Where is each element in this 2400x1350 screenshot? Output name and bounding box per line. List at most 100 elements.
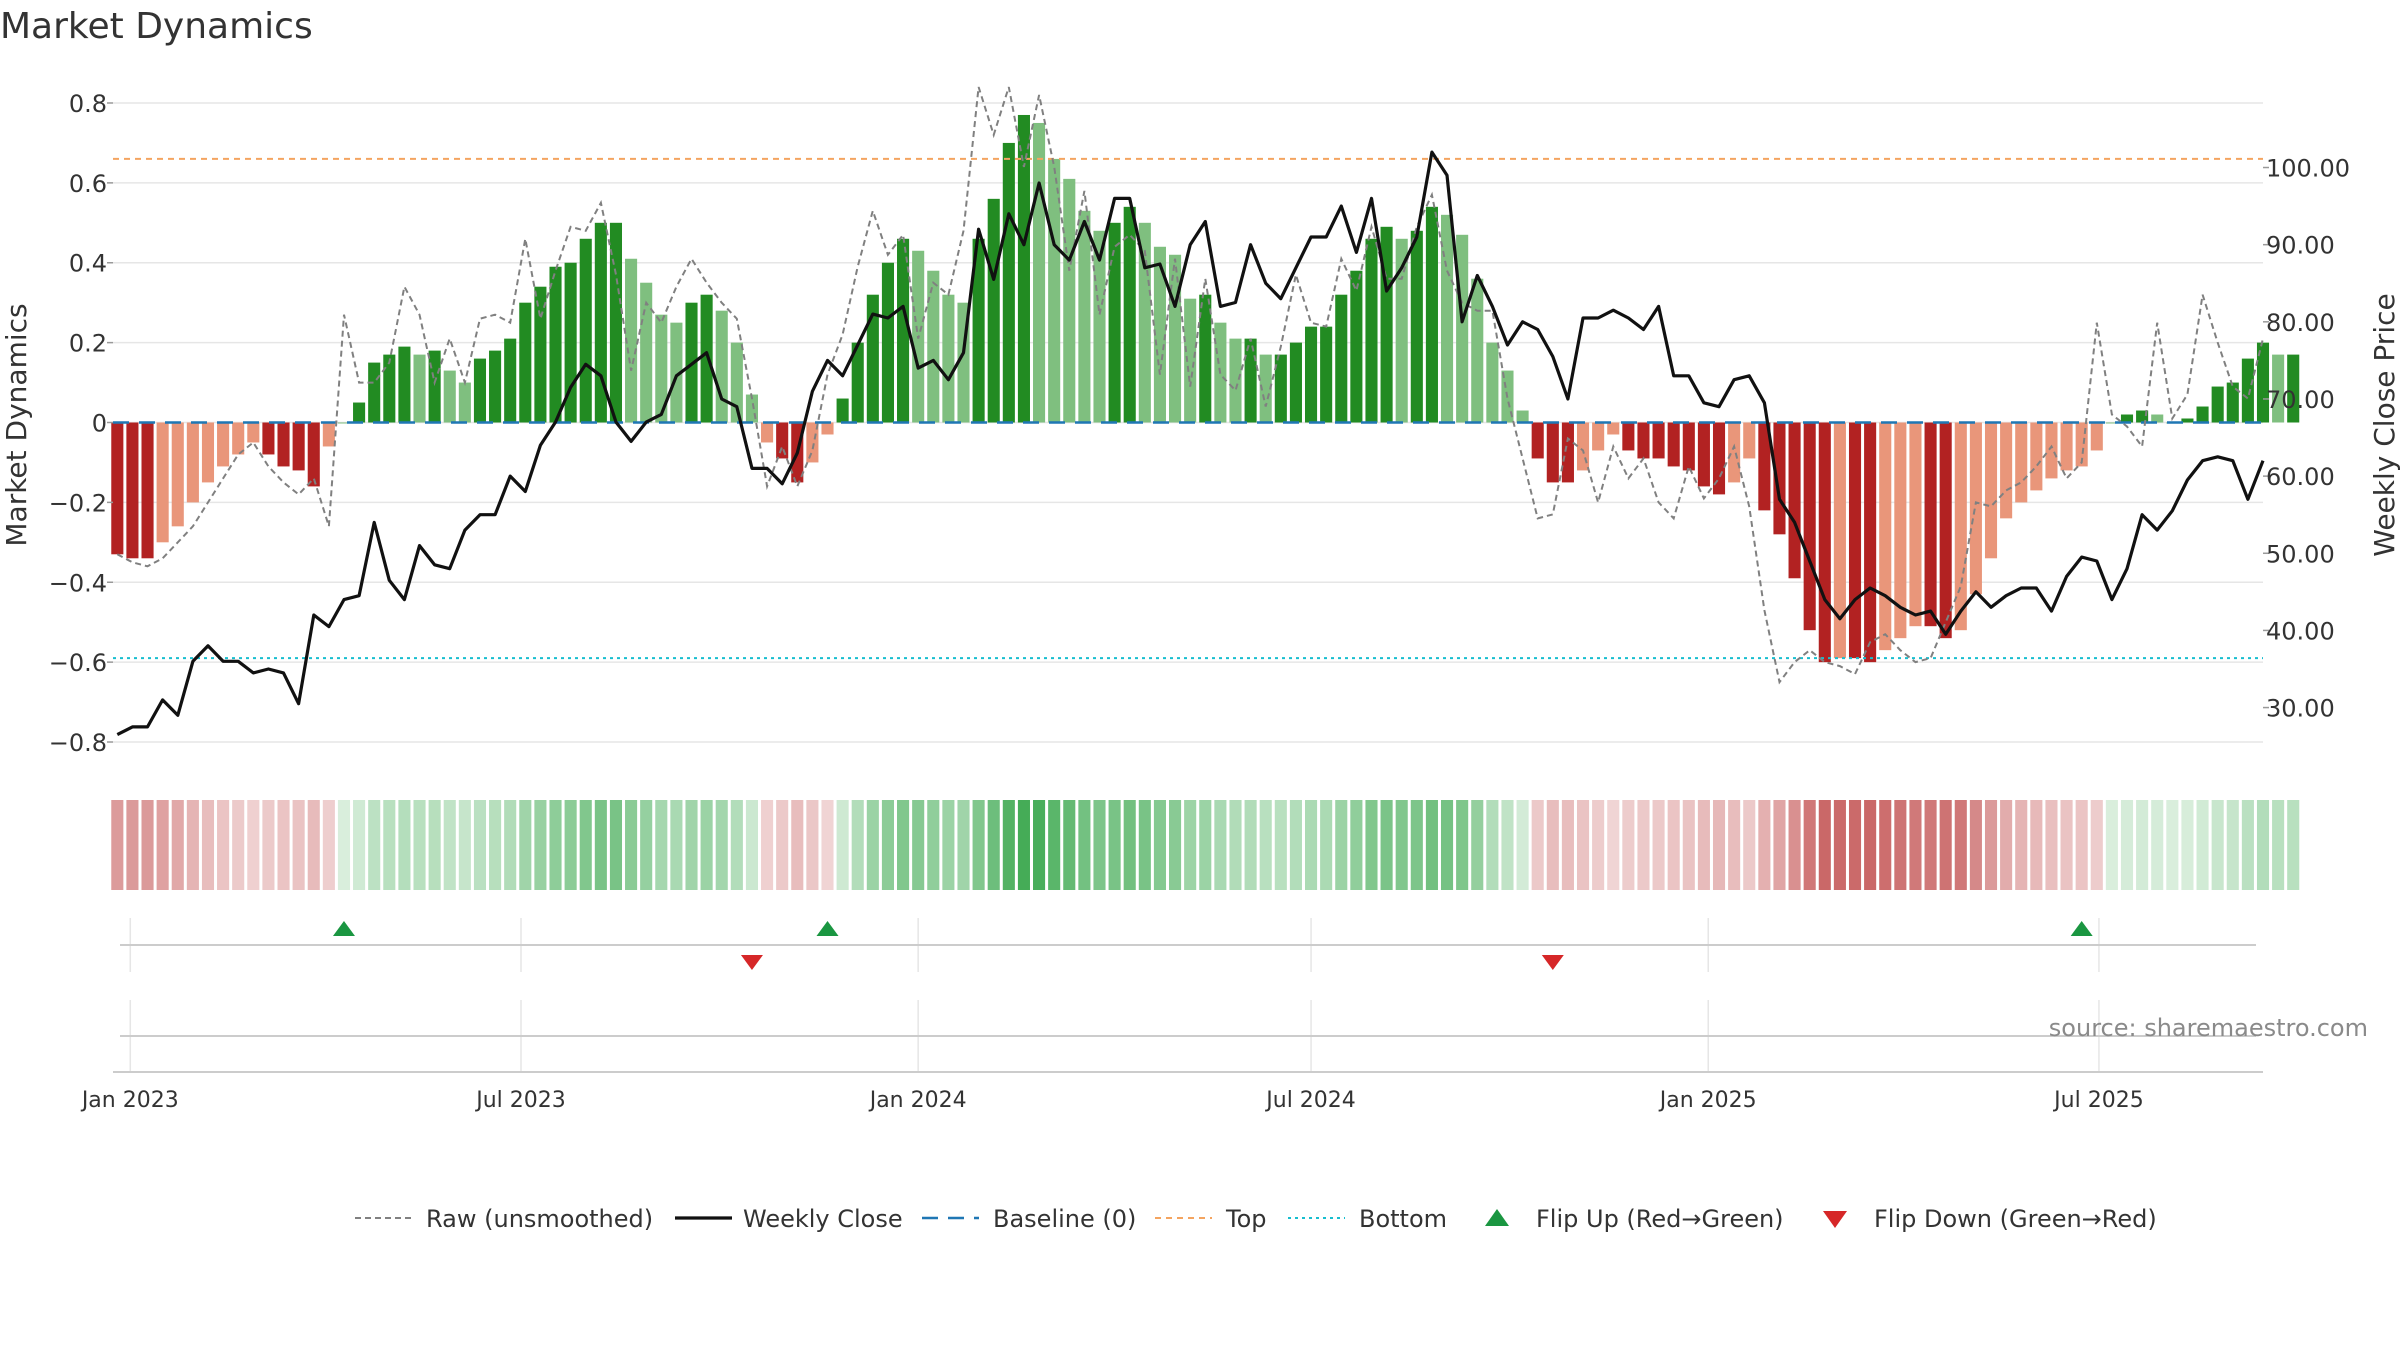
smoothed-bar [1969, 422, 1982, 595]
regime-cell [1456, 800, 1469, 890]
regime-cell [942, 800, 955, 890]
regime-strip [111, 800, 2300, 890]
regime-cell [534, 800, 547, 890]
regime-cell [1501, 800, 1514, 890]
smoothed-bar [927, 270, 940, 423]
smoothed-bar [2272, 354, 2285, 423]
smoothed-bar [1833, 422, 1846, 659]
regime-cell [1864, 800, 1877, 890]
regime-cell [2075, 800, 2088, 890]
level-lines [113, 157, 2263, 660]
legend-flip-up-label: Flip Up (Red→Green) [1536, 1205, 1784, 1233]
smoothed-bar [972, 238, 985, 423]
regime-cell [232, 800, 245, 890]
regime-cell [201, 800, 215, 890]
regime-cell [383, 800, 396, 890]
smoothed-bar [1425, 206, 1438, 423]
regime-cell [1138, 800, 1151, 890]
regime-cell [519, 800, 532, 890]
y-right-tick-label: 70.00 [2266, 386, 2335, 414]
regime-cell [2105, 800, 2118, 890]
regime-cell [776, 800, 789, 890]
regime-cell [1848, 800, 1862, 890]
smoothed-bar [1894, 422, 1907, 639]
flip-up-marker [2070, 921, 2093, 936]
smoothed-bar [1984, 422, 1998, 559]
smoothed-bar [534, 286, 547, 423]
regime-cell [836, 800, 849, 890]
regime-cell [1123, 800, 1136, 890]
regime-cell [1576, 800, 1590, 890]
smoothed-bar [1531, 422, 1544, 459]
regime-cell [353, 800, 366, 890]
smoothed-bar [1169, 254, 1182, 423]
regime-cell [851, 800, 864, 890]
regime-cell [337, 800, 351, 890]
smoothed-bar [1516, 410, 1529, 423]
smoothed-bar [866, 294, 879, 423]
regime-cell [1365, 800, 1378, 890]
regime-cell [413, 800, 426, 890]
smoothed-bar [217, 422, 230, 467]
legend-top-label: Top [1225, 1205, 1267, 1233]
regime-cell [1818, 800, 1831, 890]
smoothed-bar [368, 362, 381, 423]
regime-cell [1350, 800, 1363, 890]
x-tick-label: Jan 2025 [1658, 1088, 1757, 1113]
regime-cell [1395, 800, 1408, 890]
regime-cell [1017, 800, 1030, 890]
regime-cell [2196, 800, 2209, 890]
regime-cell [972, 800, 985, 890]
smoothed-bar [519, 302, 532, 423]
smoothed-bar [1939, 422, 1952, 639]
smoothed-bar [655, 314, 668, 423]
regime-cell [2000, 800, 2013, 890]
smoothed-bar [1350, 270, 1363, 423]
legend-raw-label: Raw (unsmoothed) [426, 1205, 653, 1233]
regime-cell [2090, 800, 2103, 890]
smoothed-bar [1063, 178, 1076, 423]
close-line [116, 150, 2265, 737]
smoothed-bar [730, 342, 743, 423]
regime-cell [1712, 800, 1726, 890]
regime-cell [730, 800, 743, 890]
regime-cell [322, 800, 335, 890]
smoothed-bar [851, 342, 864, 423]
y-axis-right-label: Weekly Close Price [2368, 293, 2400, 556]
smoothed-bar [700, 294, 713, 423]
smoothed-bar [1093, 230, 1106, 423]
smoothed-bar [1818, 422, 1831, 663]
smoothed-bar [776, 422, 789, 459]
regime-cell [2120, 800, 2134, 890]
regime-cell [2272, 800, 2285, 890]
smoothed-bar [1395, 238, 1408, 423]
y-tick-label: 0.6 [69, 170, 107, 198]
regime-cell [443, 800, 456, 890]
smoothed-bar [232, 422, 245, 455]
regime-cell [1078, 800, 1091, 890]
smoothed-bar [398, 346, 411, 423]
regime-cell [987, 800, 1000, 890]
smoothed-bar [1048, 158, 1061, 423]
regime-cell [761, 800, 774, 890]
smoothed-bar [428, 350, 441, 423]
regime-cell [1320, 800, 1333, 890]
smoothed-bar [473, 358, 487, 423]
regime-cell [504, 800, 517, 890]
x-tick-label: Jul 2024 [1264, 1088, 1356, 1113]
y-tick-label: −0.2 [49, 489, 107, 517]
y-right-tick-label: 50.00 [2266, 540, 2335, 568]
regime-cell [1471, 800, 1484, 890]
legend-flip-up-swatch [1485, 1209, 1509, 1226]
regime-cell [1743, 800, 1756, 890]
smoothed-bar [640, 282, 653, 423]
smoothed-bar [1879, 422, 1892, 651]
flip-panel [120, 921, 2256, 970]
smoothed-bar [1002, 142, 1015, 423]
regime-cell [186, 800, 199, 890]
legend-baseline-label: Baseline (0) [993, 1205, 1136, 1233]
regime-cell [368, 800, 381, 890]
flip-down-marker [1541, 955, 1564, 970]
smoothed-bar [1924, 422, 1937, 627]
x-tick-label: Jul 2025 [2052, 1088, 2144, 1113]
